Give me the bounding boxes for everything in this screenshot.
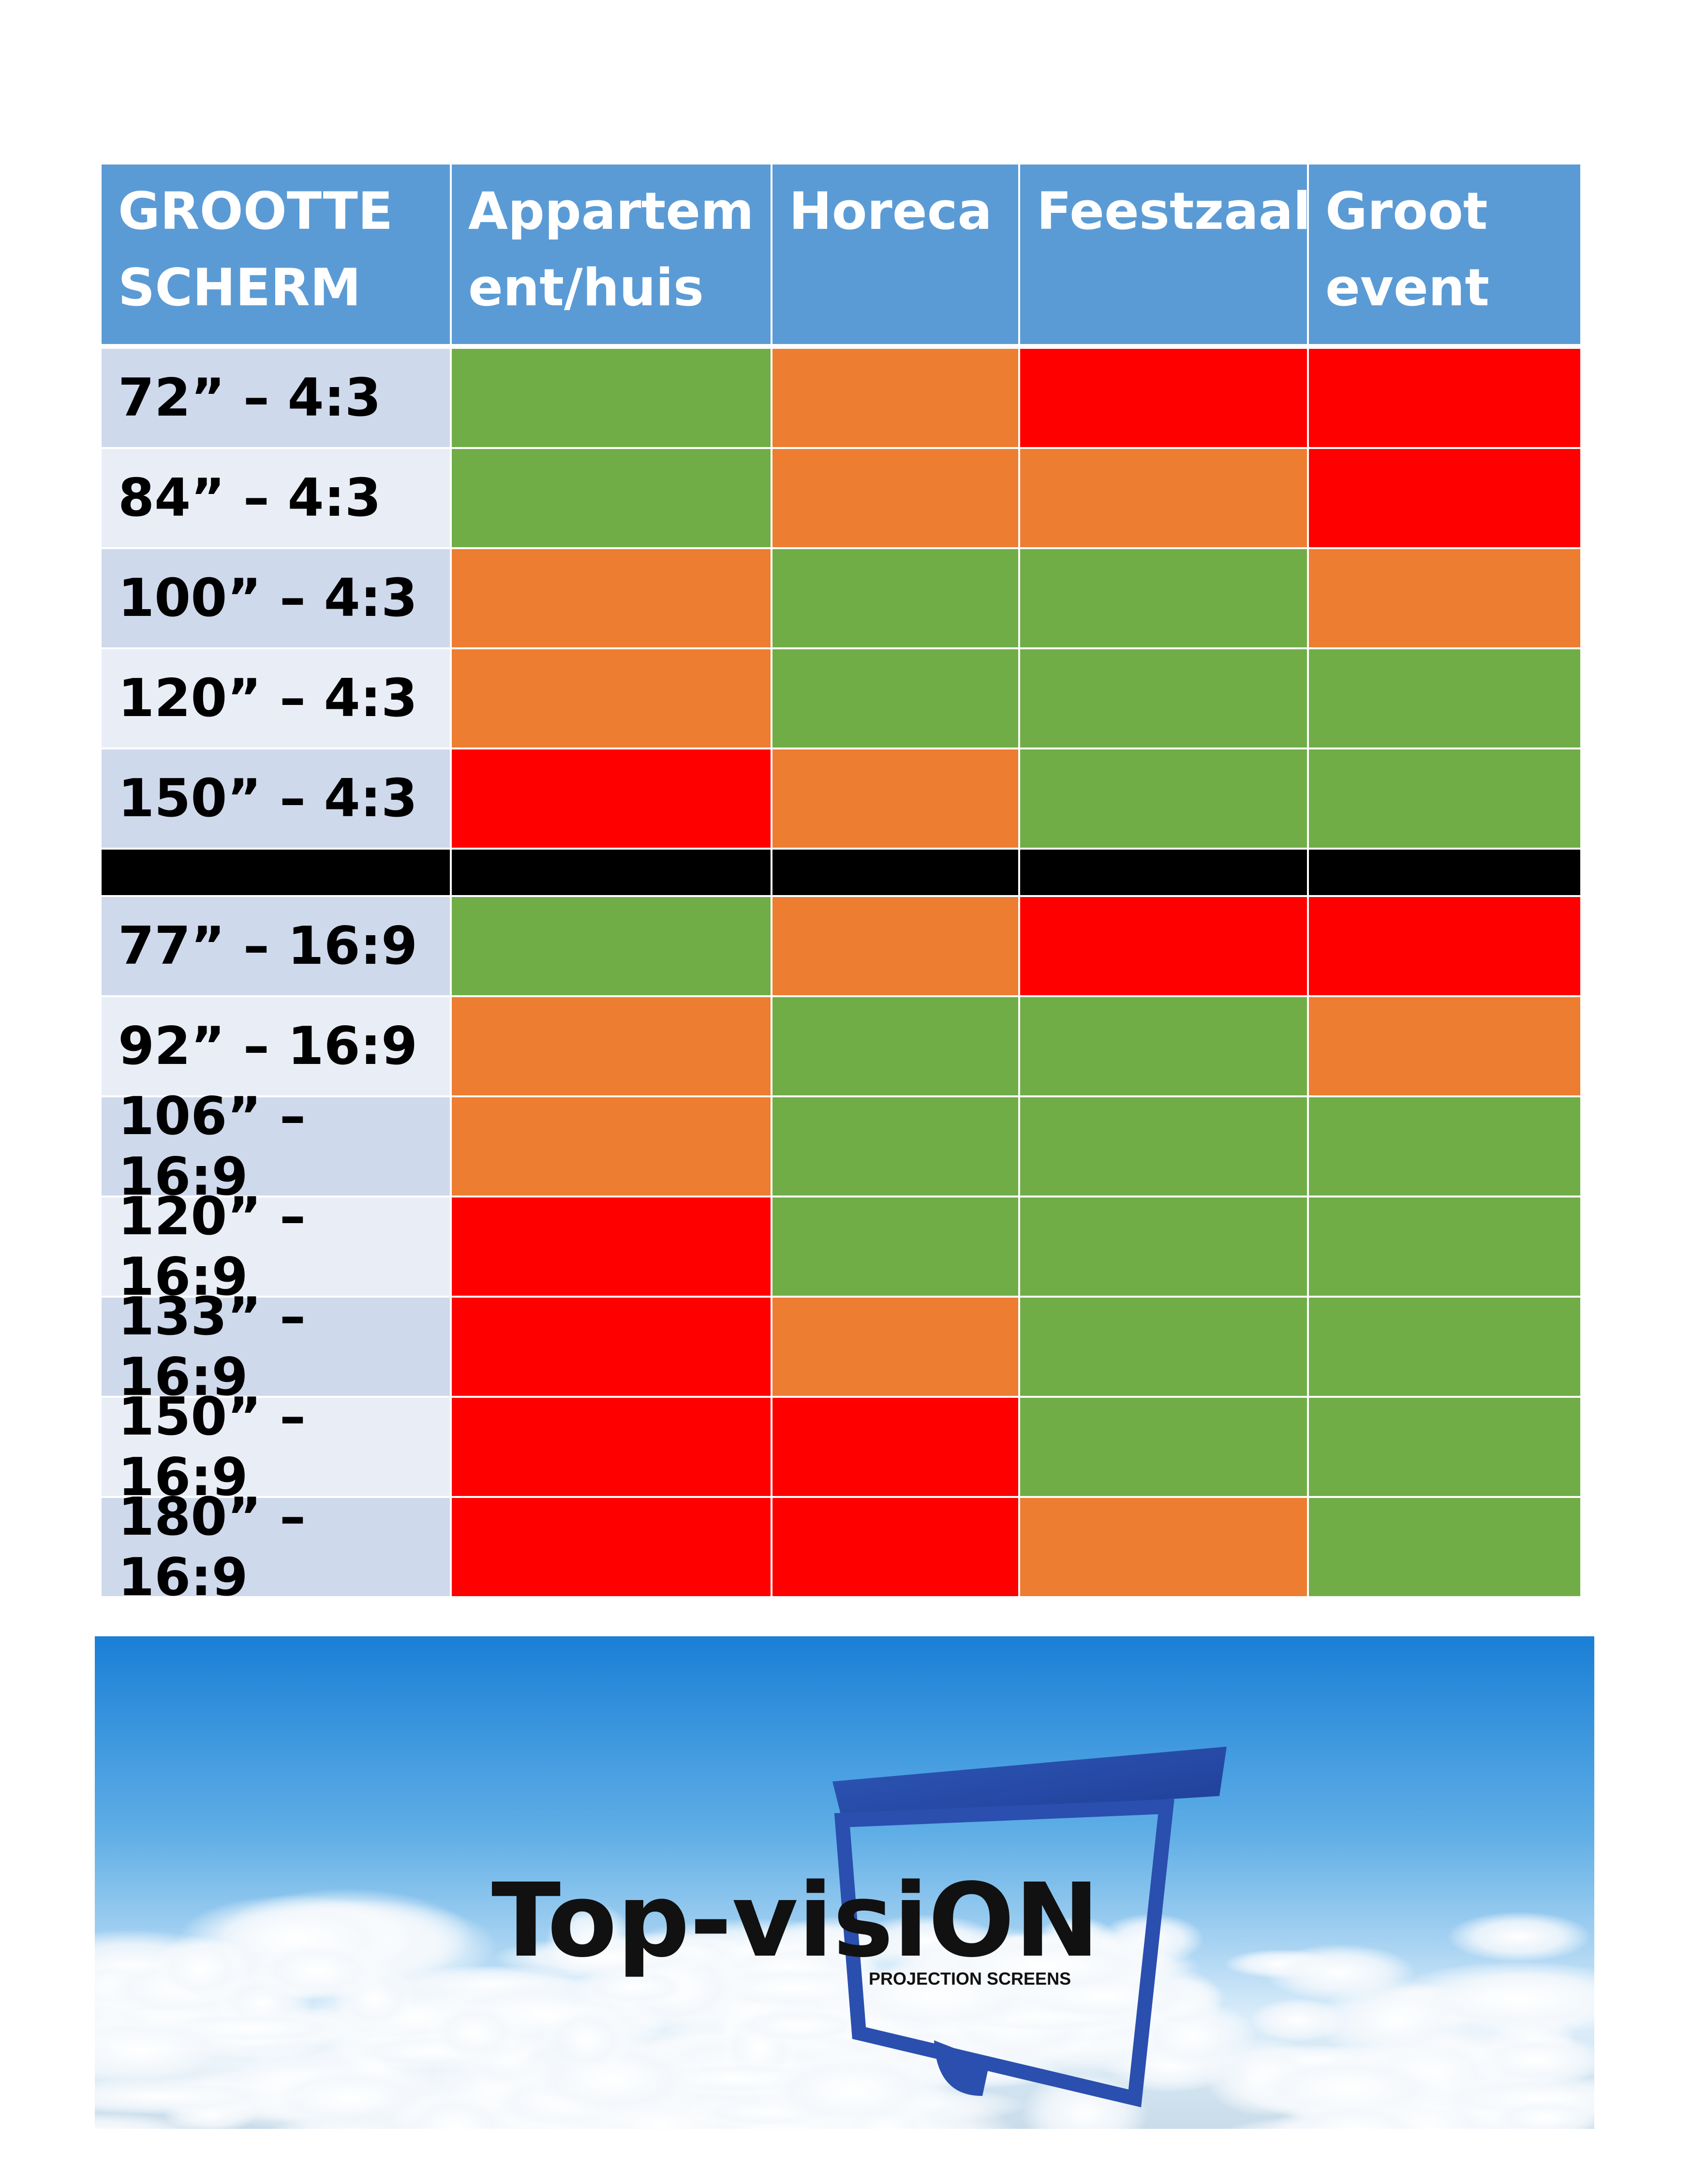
rating-cell xyxy=(452,997,771,1095)
rating-cell xyxy=(1309,649,1580,748)
cloud-shape xyxy=(493,1937,716,1978)
separator-cell xyxy=(102,850,450,895)
separator-cell xyxy=(1309,850,1580,895)
rating-cell xyxy=(1309,1398,1580,1496)
rating-cell xyxy=(772,549,1018,647)
rating-cell xyxy=(1309,1298,1580,1396)
row-label: 106” – 16:9 xyxy=(102,1086,450,1207)
column-header: Horeca xyxy=(772,165,1018,344)
rating-cell xyxy=(1309,549,1580,647)
rating-cell xyxy=(772,1298,1018,1396)
row-label: 72” – 4:3 xyxy=(102,349,450,447)
cloud-shape xyxy=(95,2013,252,2089)
cloud-shape xyxy=(752,2050,953,2129)
cloud-shape xyxy=(95,2078,304,2115)
rating-cell xyxy=(1020,997,1307,1095)
cloud-shape xyxy=(152,1935,250,2004)
rating-cell xyxy=(1020,749,1307,848)
rating-cell xyxy=(772,897,1018,995)
clouds xyxy=(95,1888,1594,2129)
column-header: Appartem ent/huis xyxy=(452,165,771,344)
row-label: 150” – 4:3 xyxy=(102,749,450,848)
rating-cell xyxy=(452,1197,771,1296)
row-label: 180” – 16:9 xyxy=(102,1487,450,1608)
cloud-shape xyxy=(1273,2099,1437,2129)
row-label: 92” – 16:9 xyxy=(102,997,450,1095)
logo-wordmark: Top-visiON xyxy=(491,1861,1099,1980)
top-vision-logo: Top-visiON PROJECTION SCREENS xyxy=(491,1747,1227,2108)
rating-cell xyxy=(1309,749,1580,848)
row-label: 150” – 16:9 xyxy=(102,1387,450,1508)
row-label: 120” – 16:9 xyxy=(102,1186,450,1307)
column-header: Feestzaal xyxy=(1020,165,1311,344)
sky-background: Top-visiON PROJECTION SCREENS xyxy=(95,1636,1594,2129)
cloud-shape xyxy=(427,2001,523,2064)
cloud-shape xyxy=(1386,1961,1594,2035)
cloud-shape xyxy=(95,2112,202,2129)
suitability-table: GROOTTE SCHERM Appartem ent/huis Horeca Fee… xyxy=(102,165,1582,1608)
rating-cell xyxy=(772,1197,1018,1296)
row-label: 100” – 4:3 xyxy=(102,549,450,647)
rating-cell xyxy=(452,749,771,848)
logo-tagline: PROJECTION SCREENS xyxy=(869,1969,1071,1989)
rating-cell xyxy=(1020,649,1307,748)
rating-cell xyxy=(452,449,771,547)
cloud-shape xyxy=(1447,1912,1591,1962)
row-label: 84” – 4:3 xyxy=(102,449,450,547)
cloud-shape xyxy=(1484,2097,1594,2129)
row-label: 77” – 16:9 xyxy=(102,897,450,995)
rating-cell xyxy=(1309,997,1580,1095)
rating-cell xyxy=(1020,549,1307,647)
logo-banner: Top-visiON PROJECTION SCREENS xyxy=(95,1636,1594,2129)
rating-cell xyxy=(1020,1097,1307,1196)
cloud-shape xyxy=(720,2006,877,2045)
rating-cell xyxy=(1020,897,1307,995)
cloud-shape xyxy=(908,1933,1179,1998)
row-label: 120” – 4:3 xyxy=(102,649,450,748)
separator-cell xyxy=(772,850,1018,895)
rating-cell xyxy=(452,549,771,647)
rating-cell xyxy=(452,897,771,995)
rating-cell xyxy=(1020,1398,1307,1496)
rating-cell xyxy=(772,1398,1018,1496)
rating-cell xyxy=(772,349,1018,447)
rating-cell xyxy=(772,749,1018,848)
pull-handle-icon xyxy=(934,2040,990,2096)
rating-cell xyxy=(452,649,771,748)
rating-cell xyxy=(1020,1197,1307,1296)
rating-cell xyxy=(452,1498,771,1596)
column-header: Groot event xyxy=(1309,165,1580,344)
rating-cell xyxy=(772,997,1018,1095)
cloud-shape xyxy=(506,2124,567,2129)
rating-cell xyxy=(772,449,1018,547)
rating-cell xyxy=(452,1398,771,1496)
cloud-shape xyxy=(249,1939,386,2001)
rating-cell xyxy=(772,649,1018,748)
separator-cell xyxy=(1020,850,1307,895)
projection-screen-icon xyxy=(834,1799,1174,2108)
rating-cell xyxy=(1020,349,1307,447)
cloud-shape xyxy=(539,2005,633,2075)
rating-cell xyxy=(1020,1498,1307,1596)
rating-cell xyxy=(1309,349,1580,447)
rating-cell xyxy=(1020,449,1307,547)
column-header: GROOTTE SCHERM xyxy=(102,165,450,344)
rating-cell xyxy=(452,1097,771,1196)
rating-cell xyxy=(1309,897,1580,995)
rating-cell xyxy=(1309,449,1580,547)
rating-cell xyxy=(452,1298,771,1396)
cloud-shape xyxy=(391,2090,519,2129)
rating-cell xyxy=(1309,1097,1580,1196)
separator-cell xyxy=(452,850,771,895)
row-label: 133” – 16:9 xyxy=(102,1286,450,1407)
rating-cell xyxy=(452,349,771,447)
rating-cell xyxy=(772,1097,1018,1196)
rating-cell xyxy=(1020,1298,1307,1396)
rating-cell xyxy=(1309,1498,1580,1596)
rating-cell xyxy=(1309,1197,1580,1296)
rating-cell xyxy=(772,1498,1018,1596)
